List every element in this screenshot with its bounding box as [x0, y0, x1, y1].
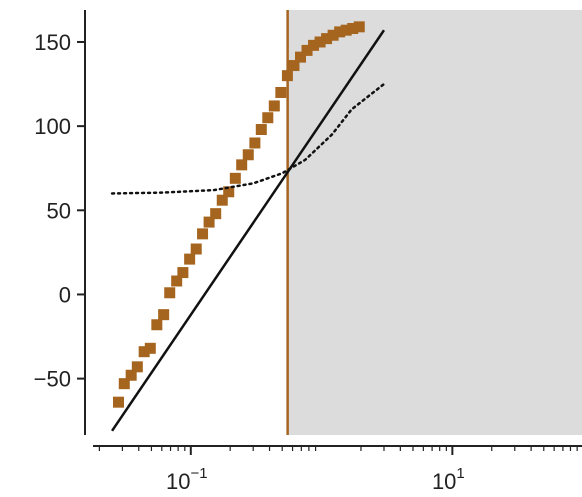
- x-tick-label: 10−1: [166, 465, 208, 494]
- data-point: [308, 39, 320, 51]
- data-point: [236, 159, 248, 171]
- data-point: [203, 216, 215, 228]
- data-point: [164, 287, 176, 299]
- data-point: [340, 24, 352, 36]
- data-point: [138, 346, 150, 358]
- data-point: [197, 228, 209, 240]
- data-point: [229, 172, 241, 184]
- data-point: [118, 378, 130, 390]
- data-point: [158, 309, 170, 321]
- y-tick-label: 50: [47, 198, 71, 223]
- dotted-line: [110, 82, 386, 195]
- data-point: [321, 33, 333, 45]
- data-point: [144, 342, 156, 354]
- data-point: [327, 29, 339, 41]
- data-point: [131, 361, 143, 373]
- data-point: [190, 243, 202, 255]
- data-point: [295, 51, 307, 63]
- data-point: [334, 26, 346, 38]
- data-point: [112, 396, 124, 408]
- y-tick-label: 100: [34, 114, 71, 139]
- shaded-region: [287, 10, 582, 435]
- x-tick-label: 101: [432, 465, 465, 494]
- data-point: [242, 149, 254, 161]
- y-ticks-layer: −50 0 50 100 150: [34, 30, 85, 392]
- data-point: [301, 44, 313, 56]
- y-tick-label: 0: [59, 282, 71, 307]
- data-point: [223, 186, 235, 198]
- data-point: [249, 137, 261, 149]
- data-point: [177, 267, 189, 279]
- data-point: [171, 275, 183, 287]
- y-tick-label: −50: [34, 367, 71, 392]
- data-point: [353, 21, 365, 33]
- x-ticks-layer: 10−1 101: [98, 446, 578, 494]
- data-point: [125, 369, 137, 381]
- data-point: [210, 208, 222, 220]
- axes-layer: [84, 10, 582, 447]
- series-layer: [110, 21, 386, 432]
- solid-fit-line: [111, 29, 386, 432]
- data-point: [281, 70, 293, 82]
- data-point: [268, 100, 280, 112]
- data-point: [262, 112, 274, 124]
- data-point: [255, 124, 267, 136]
- data-point: [314, 36, 326, 48]
- data-point: [347, 23, 359, 35]
- y-tick-label: 150: [34, 30, 71, 55]
- data-point: [216, 194, 228, 206]
- data-point: [151, 319, 163, 331]
- data-point: [275, 86, 287, 98]
- data-point: [288, 60, 300, 72]
- shaded-region-layer: [287, 10, 582, 435]
- data-point: [184, 253, 196, 265]
